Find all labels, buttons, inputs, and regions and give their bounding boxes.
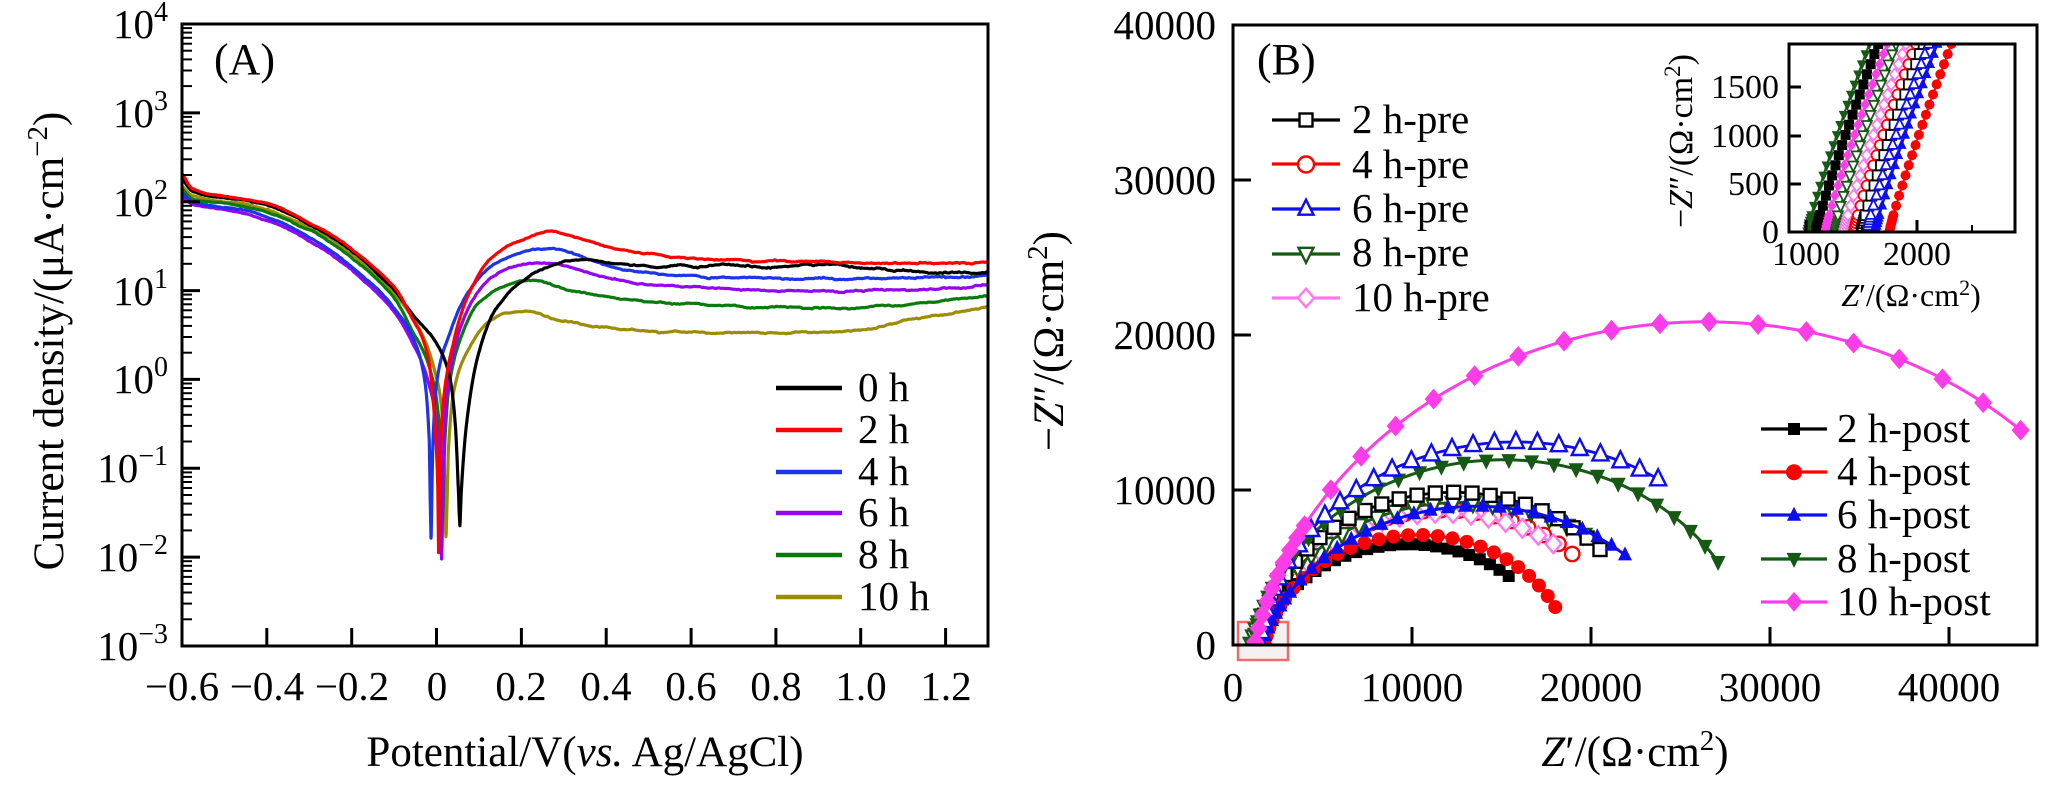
svg-text:102: 102 <box>113 175 168 225</box>
svg-text:10 h-pre: 10 h-pre <box>1352 274 1490 320</box>
svg-text:6 h-pre: 6 h-pre <box>1352 185 1469 231</box>
svg-text:0: 0 <box>1196 622 1217 668</box>
svg-text:6 h: 6 h <box>858 489 909 535</box>
svg-text:8 h-post: 8 h-post <box>1837 535 1971 581</box>
svg-text:8 h-pre: 8 h-pre <box>1352 229 1469 275</box>
svg-text:Potential/V(vs. Ag/AgCl): Potential/V(vs. Ag/AgCl) <box>366 729 803 776</box>
svg-text:1500: 1500 <box>1711 69 1779 106</box>
svg-text:40000: 40000 <box>1898 664 2001 710</box>
svg-text:1.0: 1.0 <box>835 663 886 709</box>
svg-text:500: 500 <box>1728 166 1779 203</box>
svg-text:20000: 20000 <box>1114 312 1217 358</box>
svg-text:0: 0 <box>1223 664 1244 710</box>
svg-text:10000: 10000 <box>1361 664 1464 710</box>
svg-text:10 h: 10 h <box>858 573 930 619</box>
svg-text:−Z″/(Ω·cm2): −Z″/(Ω·cm2) <box>1022 231 1073 451</box>
svg-text:−Z″/(Ω·cm2): −Z″/(Ω·cm2) <box>1660 54 1700 228</box>
svg-text:6 h-post: 6 h-post <box>1837 491 1971 537</box>
svg-text:8 h: 8 h <box>858 531 909 577</box>
svg-text:20000: 20000 <box>1540 664 1643 710</box>
svg-text:10000: 10000 <box>1114 467 1217 513</box>
svg-text:2 h: 2 h <box>858 406 909 452</box>
svg-text:1.2: 1.2 <box>920 663 971 709</box>
svg-text:2000: 2000 <box>1883 236 1951 273</box>
svg-text:(B): (B) <box>1257 35 1316 84</box>
svg-text:4 h: 4 h <box>858 448 909 494</box>
svg-text:0.8: 0.8 <box>750 663 801 709</box>
svg-text:30000: 30000 <box>1719 664 1822 710</box>
svg-text:0.6: 0.6 <box>665 663 716 709</box>
svg-text:4 h-post: 4 h-post <box>1837 448 1971 494</box>
svg-text:Z′/(Ω·cm2): Z′/(Ω·cm2) <box>1541 725 1728 776</box>
svg-text:2 h-post: 2 h-post <box>1837 405 1971 451</box>
svg-text:0.2: 0.2 <box>495 663 546 709</box>
svg-text:−0.6: −0.6 <box>145 663 219 709</box>
svg-text:1000: 1000 <box>1711 118 1779 155</box>
svg-text:−0.4: −0.4 <box>230 663 304 709</box>
svg-text:1000: 1000 <box>1772 236 1840 273</box>
svg-text:0.4: 0.4 <box>580 663 631 709</box>
svg-text:(A): (A) <box>214 35 275 84</box>
svg-text:2 h-pre: 2 h-pre <box>1352 96 1469 142</box>
svg-text:−0.2: −0.2 <box>315 663 389 709</box>
svg-text:Current density/(μA·cm−2): Current density/(μA·cm−2) <box>22 112 73 571</box>
svg-text:30000: 30000 <box>1114 157 1217 203</box>
svg-text:40000: 40000 <box>1114 2 1217 48</box>
svg-text:Z′/(Ω·cm2): Z′/(Ω·cm2) <box>1841 275 1981 313</box>
svg-text:10 h-post: 10 h-post <box>1837 578 1991 624</box>
svg-text:0: 0 <box>1762 214 1779 251</box>
svg-text:0: 0 <box>427 663 448 709</box>
svg-text:4 h-pre: 4 h-pre <box>1352 141 1469 187</box>
svg-text:0 h: 0 h <box>858 364 909 410</box>
svg-text:104: 104 <box>113 0 168 47</box>
